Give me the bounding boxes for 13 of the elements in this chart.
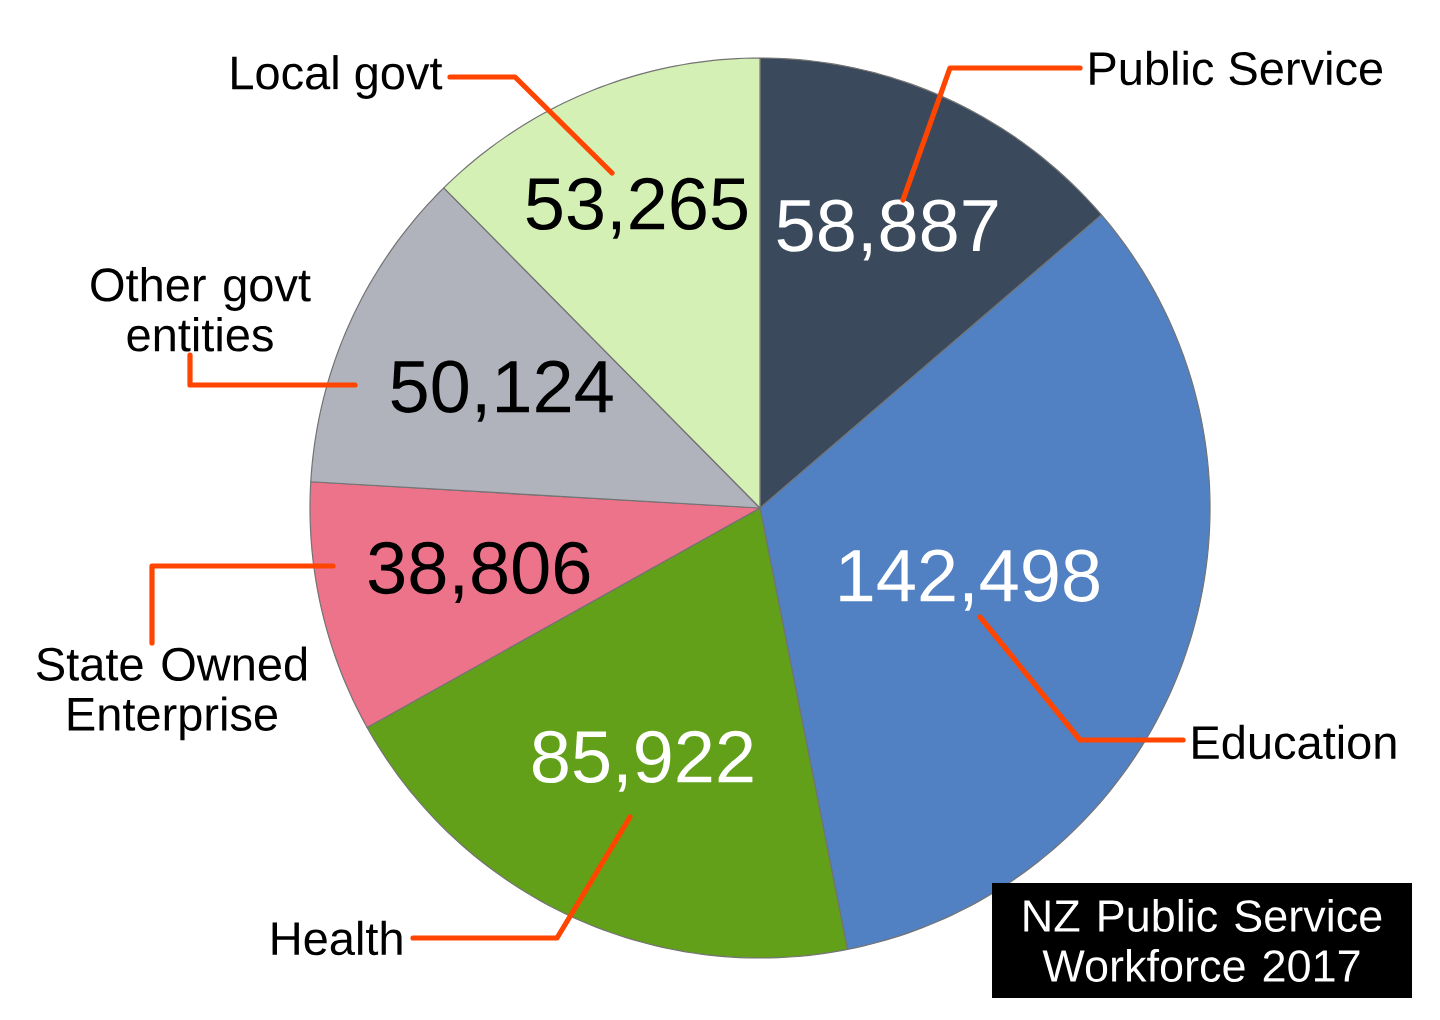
data-label: 85,922 xyxy=(533,730,753,792)
slice-label: Local govt xyxy=(232,55,443,99)
data-label: 142,498 xyxy=(840,549,1099,611)
slice-label: State Owned Enterprise xyxy=(36,646,307,741)
data-label: 53,265 xyxy=(526,177,747,239)
slice-label: Other govt entities xyxy=(91,267,311,352)
slice-label: Health xyxy=(272,920,402,956)
data-label: 58,887 xyxy=(777,199,998,261)
data-label: 50,124 xyxy=(391,360,613,422)
slice-label: Public Service xyxy=(1090,50,1383,86)
slice-label: Education xyxy=(1193,724,1396,760)
data-label: 38,806 xyxy=(368,541,590,603)
text: NZ Public Service Workforce 2017 xyxy=(1024,898,1382,983)
